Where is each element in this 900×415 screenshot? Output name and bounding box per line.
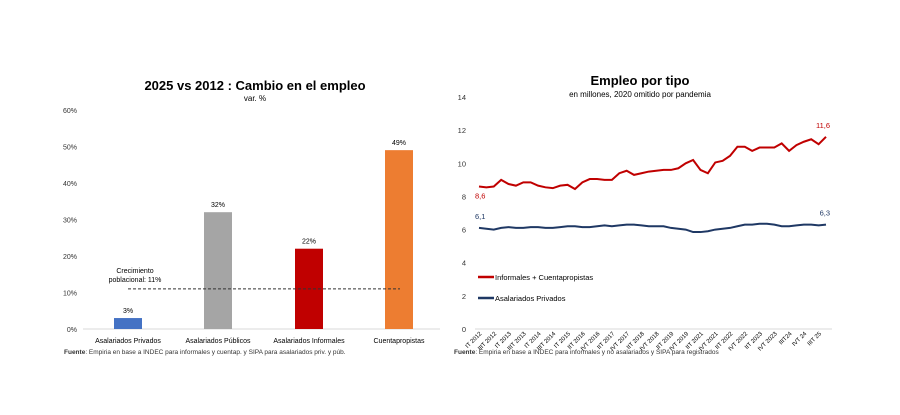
bar-source: Fuente: Empiria en base a INDEC para inf… xyxy=(64,349,346,356)
legend-label: Informales + Cuentapropistas xyxy=(495,273,593,282)
y-tick-label: 6 xyxy=(462,226,466,235)
y-tick-label: 0 xyxy=(462,325,466,334)
start-value-label: 8,6 xyxy=(475,191,485,200)
line-source: Fuente: Empiria en base a INDEC para inf… xyxy=(454,349,719,356)
x-category-label: Asalariados Privados xyxy=(95,338,161,345)
y-tick-label: 8 xyxy=(462,192,466,201)
x-tick-label: IVT 24 xyxy=(792,331,809,348)
bar-data-label: 22% xyxy=(302,239,316,246)
start-value-label: 6,1 xyxy=(475,212,485,221)
reference-label: Crecimiento xyxy=(116,268,153,275)
bar xyxy=(114,318,142,329)
line-chart-subtitle: en millones, 2020 omitido por pandemia xyxy=(569,90,711,99)
y-tick-label: 10% xyxy=(63,291,77,298)
bar xyxy=(204,212,232,329)
y-tick-label: 14 xyxy=(458,93,466,102)
y-tick-label: 40% xyxy=(63,181,77,188)
series-line xyxy=(478,136,827,191)
end-value-label: 6,3 xyxy=(820,209,830,218)
y-tick-label: 0% xyxy=(67,327,77,334)
bar-data-label: 49% xyxy=(392,140,406,147)
y-tick-label: 12 xyxy=(458,126,466,135)
x-category-label: Asalariados Públicos xyxy=(186,338,251,345)
y-tick-label: 50% xyxy=(63,145,77,152)
end-value-label: 11,6 xyxy=(816,121,830,130)
x-category-label: Cuentapropistas xyxy=(374,338,425,345)
bar-data-label: 32% xyxy=(211,202,225,209)
y-tick-label: 30% xyxy=(63,218,77,225)
y-tick-label: 20% xyxy=(63,254,77,261)
legend-label: Asalariados Privados xyxy=(495,294,566,303)
bar-data-label: 3% xyxy=(123,308,133,315)
line-chart-title: Empleo por tipo xyxy=(591,73,690,88)
reference-label: poblacional: 11% xyxy=(109,277,162,284)
x-tick-label: IIIT 25 xyxy=(807,331,824,348)
series-line xyxy=(478,222,827,234)
y-tick-label: 4 xyxy=(462,259,466,268)
bar-chart-subtitle: var. % xyxy=(244,94,266,103)
y-tick-label: 10 xyxy=(458,159,466,168)
bar xyxy=(385,150,413,329)
y-tick-label: 2 xyxy=(462,292,466,301)
y-tick-label: 60% xyxy=(63,108,77,115)
bar-chart-title: 2025 vs 2012 : Cambio en el empleo xyxy=(144,78,365,93)
x-category-label: Asalariados Informales xyxy=(273,338,345,345)
